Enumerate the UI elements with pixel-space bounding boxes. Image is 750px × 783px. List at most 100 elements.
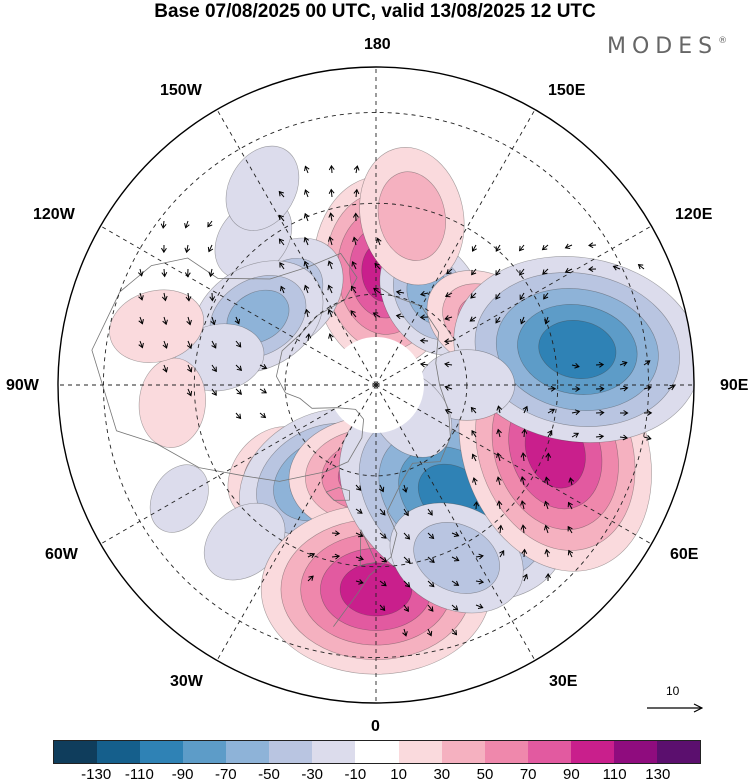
wind-arrow [542, 268, 549, 275]
wind-arrow-head [428, 606, 434, 612]
wind-arrow [565, 244, 573, 249]
wind-arrow-head [427, 510, 433, 516]
meridian [375, 384, 536, 661]
wind-arrow-head [567, 549, 574, 556]
wind-arrow-head [328, 164, 335, 171]
wind-arrow [547, 430, 553, 438]
wind-arrow [403, 556, 411, 564]
wind-arrow-head [598, 361, 605, 368]
wind-arrow [305, 309, 309, 318]
wind-arrow [350, 310, 357, 318]
wind-arrow-head [327, 284, 333, 291]
wind-arrow-head [520, 524, 527, 530]
wind-arrow [420, 292, 429, 296]
wind-arrow [470, 292, 477, 299]
wind-arrow [139, 316, 143, 324]
colorbar-tick-label: 110 [602, 766, 627, 783]
wind-arrow-head [138, 318, 144, 325]
wind-arrow [569, 477, 573, 486]
wind-arrow [451, 580, 459, 586]
wind-arrow [355, 189, 358, 198]
wind-arrow [379, 604, 386, 611]
brand-logo: MODES® [607, 34, 727, 59]
wind-arrow-head [471, 429, 477, 436]
wind-arrow [329, 236, 333, 246]
wind-arrow-head [327, 308, 334, 315]
colorbar-tick-label: 130 [645, 766, 671, 783]
wind-arrow [403, 532, 410, 540]
wind-arrow-head [208, 271, 215, 278]
wind-arrow-head [327, 236, 334, 242]
wind-arrow [522, 452, 525, 462]
wind-arrow [379, 580, 387, 587]
anomaly-contour [377, 171, 446, 261]
wind-arrow-head [444, 361, 450, 368]
wind-arrow [499, 525, 502, 534]
wind-arrow [497, 477, 501, 486]
colorbar-swatch [613, 741, 657, 763]
wind-arrow [235, 340, 242, 348]
coastline [359, 529, 377, 567]
wind-arrow [523, 549, 526, 558]
wind-arrow [521, 500, 525, 510]
wind-arrow [568, 502, 573, 510]
lon-label-0: 0 [371, 718, 380, 735]
wind-arrow [355, 165, 358, 174]
wind-arrow [427, 532, 434, 539]
wind-arrow-head [279, 285, 286, 292]
map-title: Base 07/08/2025 00 UTC, valid 13/08/2025… [154, 1, 596, 22]
wind-arrow [471, 430, 477, 438]
wind-arrow-head [404, 534, 411, 540]
wind-arrow-head [381, 533, 387, 539]
anomaly-contour [538, 320, 617, 379]
wind-arrow-head [499, 550, 505, 556]
wind-arrow-head [211, 390, 217, 396]
wind-arrow-head [303, 260, 309, 267]
wind-arrow-head [328, 188, 335, 194]
colorbar-swatch [527, 741, 571, 763]
wind-arrow [163, 292, 166, 301]
wind-arrow-head [543, 294, 549, 300]
wind-arrow-head [623, 410, 629, 416]
wind-arrow [403, 604, 409, 612]
colorbar-tick-label: -50 [258, 766, 280, 783]
wind-arrow-head [403, 510, 409, 517]
wind-arrow-head [599, 409, 605, 416]
wind-arrow-head [520, 476, 526, 482]
wind-arrow-head [309, 552, 316, 559]
wind-arrow [355, 508, 363, 514]
map-boundary [57, 66, 695, 704]
wind-arrow-head [520, 452, 527, 458]
lon-label-120w: 120W [33, 206, 75, 223]
wind-arrow [187, 340, 192, 349]
wind-arrow [568, 550, 573, 558]
wind-arrow [638, 264, 645, 270]
wind-arrow [304, 189, 309, 198]
wind-arrow [373, 312, 381, 318]
wind-arrow-head [327, 260, 334, 266]
wind-arrow [355, 556, 364, 560]
wind-arrow [329, 333, 333, 342]
wind-arrow [304, 285, 309, 294]
wind-arrow [427, 580, 435, 588]
wind-arrow-head [161, 295, 168, 302]
wind-arrow [186, 244, 189, 253]
wind-arrow-head [380, 510, 386, 516]
wind-arrow-head [186, 319, 192, 326]
colorbar-swatch [656, 741, 700, 763]
wind-arrow-head [429, 557, 435, 564]
wind-arrow [307, 333, 310, 342]
wind-arrow-head [549, 408, 556, 414]
wind-arrow [523, 574, 528, 582]
wind-arrow-head [564, 267, 571, 274]
wind-arrow [643, 386, 652, 390]
wind-arrow-head [471, 269, 477, 276]
wind-arrow [139, 268, 143, 276]
wind-arrow-head [279, 262, 285, 268]
lon-label-90w: 90W [6, 377, 39, 394]
wind-arrow [571, 411, 580, 414]
wind-arrow-head [622, 434, 629, 441]
wind-arrow-head [184, 272, 191, 278]
wind-arrow-head [541, 244, 548, 251]
wind-arrow-head [278, 190, 284, 197]
